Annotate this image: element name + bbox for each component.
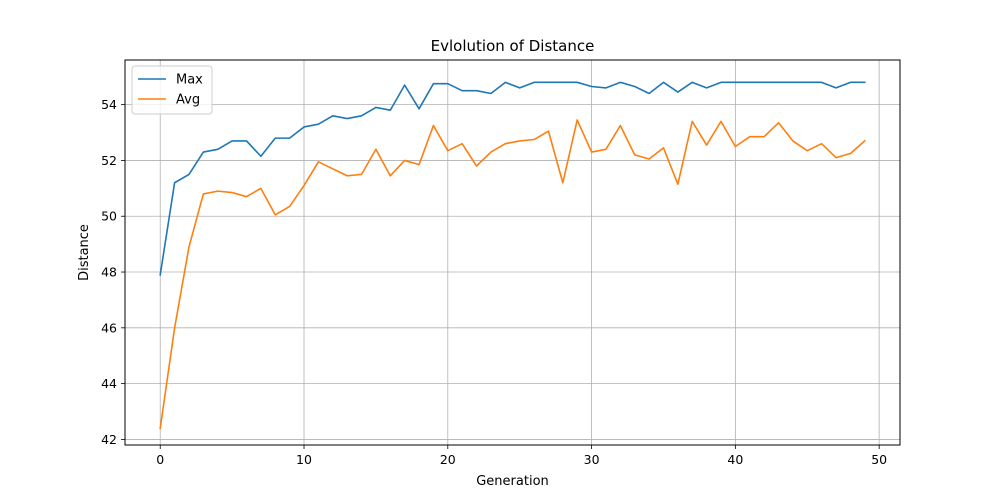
plot-area-frame xyxy=(124,59,901,446)
y-tick-label: 48 xyxy=(101,265,117,280)
y-tick-label: 54 xyxy=(101,97,117,112)
x-tick-label: 0 xyxy=(156,452,164,467)
x-tick-label: 50 xyxy=(871,452,887,467)
x-tick-label: 30 xyxy=(584,452,600,467)
y-tick-label: 50 xyxy=(101,209,117,224)
y-tick-label: 42 xyxy=(101,432,117,447)
y-tick-label: 44 xyxy=(101,376,117,391)
series-lines xyxy=(159,81,866,430)
x-tick-label: 20 xyxy=(440,452,456,467)
series-line-max xyxy=(159,81,866,276)
legend: Max Avg xyxy=(131,65,213,115)
x-tick-label: 10 xyxy=(296,452,312,467)
y-tick-label: 52 xyxy=(101,153,117,168)
x-axis-label: Generation xyxy=(476,474,549,489)
legend-box xyxy=(131,65,213,115)
x-tick-label: 40 xyxy=(727,452,743,467)
gridlines xyxy=(125,60,900,445)
axis-ticks: 0 10 20 30 40 50 42 44 46 48 50 52 54 xyxy=(101,97,887,467)
chart-title: Evlolution of Distance xyxy=(431,37,595,55)
series-line-avg xyxy=(159,119,866,430)
legend-label-avg: Avg xyxy=(176,93,200,108)
y-tick-label: 46 xyxy=(101,320,117,335)
legend-label-max: Max xyxy=(176,73,203,88)
y-axis-label: Distance xyxy=(77,224,92,281)
